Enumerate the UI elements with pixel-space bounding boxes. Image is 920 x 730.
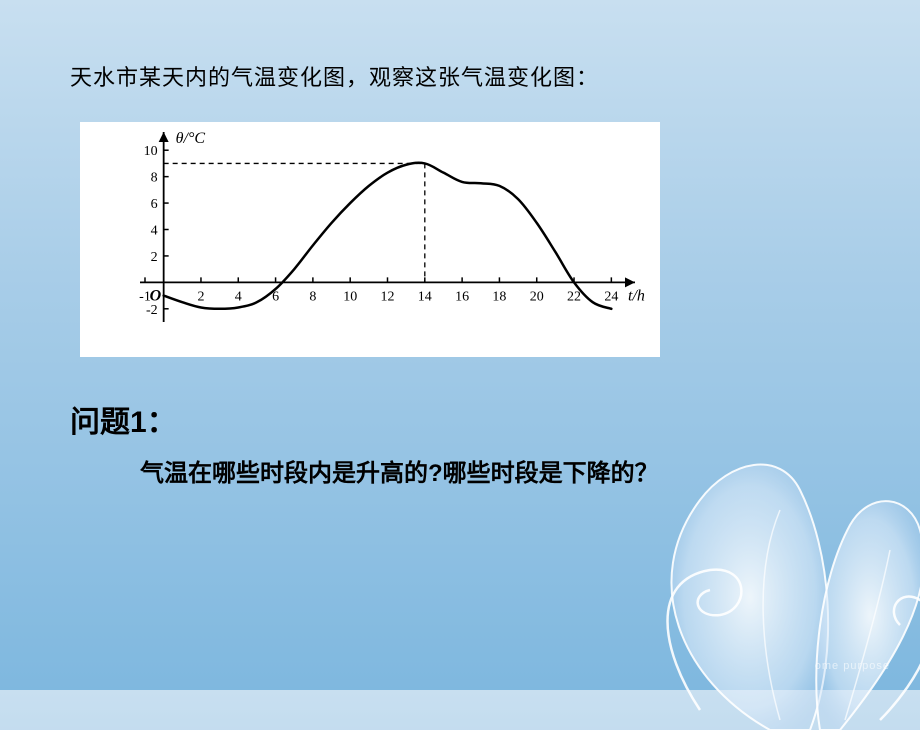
temperature-chart: -2246810-124681012141618202224Oθ/°Ct/h <box>80 122 660 357</box>
svg-text:t/h: t/h <box>628 287 645 304</box>
svg-text:22: 22 <box>567 289 581 304</box>
svg-text:θ/°C: θ/°C <box>176 130 206 147</box>
svg-text:O: O <box>150 287 162 304</box>
chart-svg: -2246810-124681012141618202224Oθ/°Ct/h <box>80 122 660 357</box>
question-text: 气温在哪些时段内是升高的?哪些时段是下降的？ <box>140 453 860 488</box>
svg-text:-2: -2 <box>146 303 158 318</box>
svg-text:16: 16 <box>455 289 469 304</box>
svg-text:14: 14 <box>418 289 432 304</box>
question-label: 问题1： <box>70 397 860 441</box>
svg-text:10: 10 <box>144 144 158 159</box>
svg-text:18: 18 <box>492 289 506 304</box>
svg-text:4: 4 <box>235 289 242 304</box>
svg-text:24: 24 <box>604 289 618 304</box>
svg-text:2: 2 <box>197 289 204 304</box>
svg-text:6: 6 <box>151 197 158 212</box>
svg-text:2: 2 <box>151 250 158 265</box>
svg-text:8: 8 <box>309 289 316 304</box>
intro-text: 天水市某天内的气温变化图，观察这张气温变化图： <box>70 60 860 92</box>
slide-content: 天水市某天内的气温变化图，观察这张气温变化图： -2246810-1246810… <box>0 0 920 488</box>
svg-text:12: 12 <box>381 289 395 304</box>
svg-text:10: 10 <box>343 289 357 304</box>
svg-text:8: 8 <box>151 171 158 186</box>
svg-text:20: 20 <box>530 289 544 304</box>
svg-text:4: 4 <box>151 224 158 239</box>
watermark-text: ome purpose <box>815 660 890 672</box>
